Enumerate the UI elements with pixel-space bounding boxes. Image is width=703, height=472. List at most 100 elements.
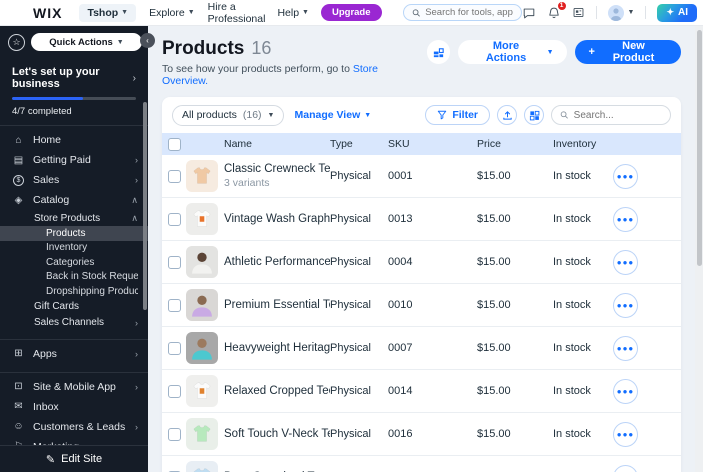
row-checkbox[interactable] xyxy=(168,255,181,269)
product-type: Physical xyxy=(330,170,371,182)
grid-widget-button[interactable] xyxy=(426,40,451,64)
table-row[interactable]: Soft Touch V-Neck Tee Physical 0016 $15.… xyxy=(162,413,681,456)
table-row[interactable]: Relaxed Cropped Tee Physical 0014 $15.00… xyxy=(162,370,681,413)
filter-button[interactable]: Filter xyxy=(425,105,490,125)
table-row[interactable]: Premium Essential Tee Physical 0010 $15.… xyxy=(162,284,681,327)
select-all-checkbox[interactable] xyxy=(168,137,181,151)
customize-columns-button[interactable] xyxy=(524,105,544,125)
row-checkbox[interactable] xyxy=(168,298,181,312)
setup-completed-label: 4/7 completed xyxy=(12,106,72,117)
hire-professional-link[interactable]: Hire a Professional xyxy=(207,0,266,25)
global-search[interactable] xyxy=(402,4,522,21)
sidebar-item-catalog[interactable]: ◈ Catalog ∧ xyxy=(0,190,148,210)
account-menu[interactable]: ▼ xyxy=(607,4,634,21)
product-name[interactable]: Classic Crewneck Tee xyxy=(224,162,330,175)
page-scrollbar[interactable] xyxy=(695,26,703,472)
sidebar-item-site-mobile-app[interactable]: ⊡ Site & Mobile App › xyxy=(0,377,148,397)
manage-view-dropdown[interactable]: Manage View ▼ xyxy=(294,109,372,121)
row-actions-button[interactable]: ●●● xyxy=(613,464,638,472)
product-name[interactable]: Soft Touch V-Neck Tee xyxy=(224,427,330,440)
sidebar-item-sales[interactable]: $ Sales › xyxy=(0,170,148,190)
scrollbar-thumb[interactable] xyxy=(696,30,702,266)
row-actions-button[interactable]: ●●● xyxy=(613,378,638,404)
table-row[interactable]: Athletic Performance ... Physical 0004 $… xyxy=(162,241,681,284)
store-overview-link[interactable]: Store Overview. xyxy=(162,63,378,87)
customize-columns-icon xyxy=(529,110,539,120)
new-product-button[interactable]: + New Product xyxy=(574,40,681,64)
product-name[interactable]: Relaxed Cropped Tee xyxy=(224,384,330,397)
table-search[interactable] xyxy=(551,105,671,125)
row-actions-button[interactable]: ●●● xyxy=(613,421,638,447)
row-actions-button[interactable]: ●●● xyxy=(613,163,638,189)
wix-logo: WIX xyxy=(33,4,63,21)
sidebar-item-back-in-stock-requests[interactable]: Back in Stock Requests xyxy=(46,271,138,283)
column-header-price[interactable]: Price xyxy=(477,138,501,150)
table-row[interactable]: Classic Crewneck Tee 3 variants Physical… xyxy=(162,155,681,198)
setup-progress-fill xyxy=(12,97,83,100)
export-button[interactable] xyxy=(497,105,517,125)
sidebar-item-products[interactable]: Products xyxy=(0,226,148,241)
help-menu[interactable]: Help ▼ xyxy=(277,6,309,19)
notifications-bell-icon[interactable]: 1 xyxy=(547,0,567,20)
quick-actions-button[interactable]: Quick Actions ▼ xyxy=(31,33,142,51)
table-search-input[interactable] xyxy=(573,109,662,121)
site-menu-dropdown[interactable]: Tshop ▼ xyxy=(79,3,137,22)
updates-icon[interactable] xyxy=(572,6,585,19)
favorites-star-icon[interactable]: ☆ xyxy=(8,33,25,51)
product-name[interactable]: Heavyweight Heritag... xyxy=(224,341,330,354)
table-row[interactable]: Vintage Wash Graphi... Physical 0013 $15… xyxy=(162,198,681,241)
product-name[interactable]: Premium Essential Tee xyxy=(224,298,330,311)
view-filter-dropdown[interactable]: All products (16) ▼ xyxy=(172,104,285,126)
edit-site-button[interactable]: ✎ Edit Site xyxy=(0,445,148,472)
grid-widget-icon xyxy=(433,47,444,57)
row-actions-button[interactable]: ●●● xyxy=(613,335,638,361)
ai-button[interactable]: ✦ AI xyxy=(657,3,697,22)
column-header-sku[interactable]: SKU xyxy=(388,138,410,150)
tshirt-icon xyxy=(193,468,211,472)
sidebar-item-store-products[interactable]: Store Products ∧ xyxy=(34,212,138,224)
sidebar-scrollbar[interactable] xyxy=(143,102,147,310)
sidebar-item-inbox[interactable]: ✉ Inbox xyxy=(0,397,148,417)
product-type: Physical xyxy=(330,299,371,311)
table-row[interactable]: Boxy Oversized Tee Physical 0009 $15.00 … xyxy=(162,456,681,472)
sidebar-item-apps[interactable]: ⊞ Apps › xyxy=(0,344,148,364)
chat-icon[interactable] xyxy=(522,6,536,20)
row-checkbox[interactable] xyxy=(168,384,181,398)
model-photo-icon xyxy=(192,338,212,360)
collapse-sidebar-button[interactable]: ‹ xyxy=(140,33,155,48)
sidebar-item-getting-paid[interactable]: ▤ Getting Paid › xyxy=(13,154,138,166)
sidebar-item-customers-leads[interactable]: ☺ Customers & Leads › xyxy=(13,420,138,433)
product-name[interactable]: Boxy Oversized Tee xyxy=(224,470,330,472)
row-checkbox[interactable] xyxy=(168,169,181,183)
product-inventory: In stock xyxy=(553,256,591,268)
product-name[interactable]: Vintage Wash Graphi... xyxy=(224,212,330,225)
row-actions-button[interactable]: ●●● xyxy=(613,292,638,318)
row-checkbox[interactable] xyxy=(168,427,181,441)
explore-menu[interactable]: Explore ▼ xyxy=(149,6,195,19)
sidebar-item-dropshipping-products[interactable]: Dropshipping Products xyxy=(46,285,138,297)
product-name[interactable]: Athletic Performance ... xyxy=(224,255,330,268)
row-checkbox[interactable] xyxy=(168,341,181,355)
sidebar-item-inventory[interactable]: Inventory xyxy=(46,242,88,254)
more-actions-button[interactable]: More Actions ▼ xyxy=(458,40,567,64)
row-checkbox[interactable] xyxy=(168,212,181,226)
chevron-down-icon: ▼ xyxy=(116,38,124,46)
product-price: $15.00 xyxy=(477,170,511,182)
table-row[interactable]: Heavyweight Heritag... Physical 0007 $15… xyxy=(162,327,681,370)
product-image xyxy=(186,289,218,321)
row-actions-button[interactable]: ●●● xyxy=(613,249,638,275)
row-actions-button[interactable]: ●●● xyxy=(613,206,638,232)
setup-link[interactable]: Let's set up your business › xyxy=(12,66,136,90)
product-sku: 0016 xyxy=(388,428,413,440)
sidebar-item-home[interactable]: ⌂ Home xyxy=(0,130,148,150)
column-header-inventory[interactable]: Inventory xyxy=(553,138,597,150)
column-header-type[interactable]: Type xyxy=(330,138,353,150)
sidebar-item-gift-cards[interactable]: Gift Cards xyxy=(34,301,80,312)
column-header-name[interactable]: Name xyxy=(224,138,253,150)
product-type: Physical xyxy=(330,342,371,354)
upgrade-button[interactable]: Upgrade xyxy=(320,4,382,21)
product-image xyxy=(186,246,218,278)
sidebar-item-sales-channels[interactable]: Sales Channels › xyxy=(34,317,138,328)
sidebar-item-categories[interactable]: Categories xyxy=(46,256,95,268)
global-search-input[interactable] xyxy=(425,7,513,18)
